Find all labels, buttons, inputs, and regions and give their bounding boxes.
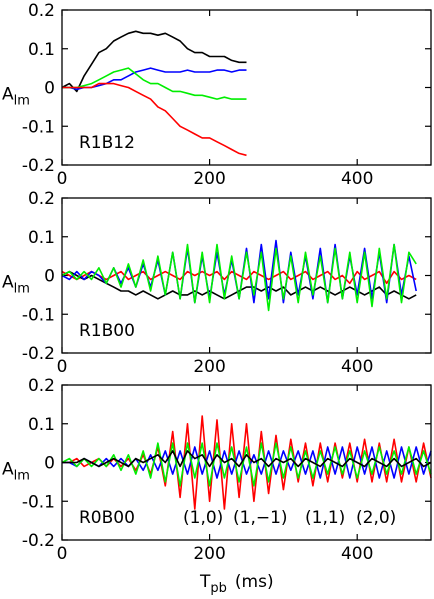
legend-entry: (2,0) <box>356 508 396 528</box>
y-tick-label: 0.1 <box>28 228 55 248</box>
plot-frame <box>61 197 432 354</box>
x-tick-label: 400 <box>341 169 373 189</box>
legend-entry: (1,1) <box>305 508 345 528</box>
y-label-main: A <box>2 273 14 293</box>
y-label-main: A <box>2 460 14 480</box>
x-tick-label: 0 <box>57 544 68 564</box>
y-axis-label: Alm <box>2 85 30 109</box>
y-axis-label: Alm <box>2 273 30 297</box>
data-line <box>62 446 432 479</box>
y-label-main: A <box>2 85 14 105</box>
legend-entry: (1,−1) <box>233 508 288 528</box>
panel-label: R0B00 <box>79 508 135 528</box>
y-tick-label: 0 <box>44 454 55 474</box>
data-line <box>62 450 432 468</box>
data-line <box>62 67 247 91</box>
y-tick-label: 0.2 <box>28 189 55 209</box>
y-label-sub: lm <box>14 94 30 109</box>
panel-label: R1B00 <box>79 321 135 341</box>
y-tick-label: -0.2 <box>22 344 55 364</box>
y-tick-label: -0.2 <box>22 156 55 176</box>
plot-frame <box>61 9 432 166</box>
x-label-unit: (ms) <box>235 572 274 592</box>
y-tick-label: -0.1 <box>22 492 55 512</box>
y-tick-label: -0.1 <box>22 305 55 325</box>
x-label-sub: pb <box>210 581 227 596</box>
y-label-sub: lm <box>14 469 30 484</box>
y-axis-label: Alm <box>2 460 30 484</box>
y-tick-label: 0.1 <box>28 40 55 60</box>
y-tick-label: 0 <box>44 79 55 99</box>
y-tick-label: 0.2 <box>28 376 55 396</box>
x-tick-label: 200 <box>193 544 225 564</box>
y-tick-label: 0.1 <box>28 415 55 435</box>
data-line <box>61 30 247 93</box>
data-line <box>61 243 417 312</box>
x-label-main: T <box>199 572 211 592</box>
x-tick-label: 400 <box>341 544 373 564</box>
y-label-sub: lm <box>14 282 30 297</box>
legend-entry: (1,0) <box>183 508 223 528</box>
x-axis-label: Tpb (ms) <box>199 572 274 596</box>
x-tick-label: 0 <box>57 169 68 189</box>
x-tick-label: 0 <box>57 357 68 377</box>
panel-label: R1B12 <box>79 133 135 153</box>
x-tick-label: 400 <box>341 357 373 377</box>
y-tick-label: -0.2 <box>22 531 55 551</box>
y-tick-label: 0 <box>44 267 55 287</box>
x-tick-label: 200 <box>193 357 225 377</box>
plot-frame <box>61 384 432 541</box>
y-tick-label: -0.1 <box>22 117 55 137</box>
data-line <box>61 270 417 285</box>
data-line <box>61 442 432 487</box>
y-tick-label: 0.2 <box>28 1 55 21</box>
data-line <box>62 82 247 157</box>
x-tick-label: 200 <box>193 169 225 189</box>
data-line <box>62 67 247 100</box>
